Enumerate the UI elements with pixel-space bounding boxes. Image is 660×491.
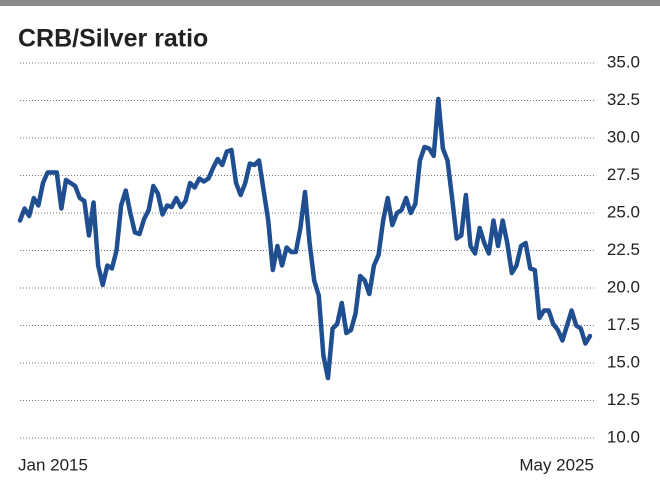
line bbox=[17, 96, 593, 381]
y-tick-label: 32.5 bbox=[607, 90, 640, 109]
y-tick-label: 12.5 bbox=[607, 390, 640, 409]
y-tick-label: 15.0 bbox=[607, 352, 640, 371]
y-tick-label: 30.0 bbox=[607, 127, 640, 146]
y-tick-label: 22.5 bbox=[607, 240, 640, 259]
y-tick-label: 35.0 bbox=[607, 52, 640, 71]
top-bar bbox=[0, 0, 660, 6]
x-tick-label: Jan 2015 bbox=[18, 455, 88, 474]
y-tick-label: 25.0 bbox=[607, 202, 640, 221]
y-tick-label: 27.5 bbox=[607, 165, 640, 184]
y-tick-label: 10.0 bbox=[607, 427, 640, 446]
y-tick-label: 17.5 bbox=[607, 315, 640, 334]
chart-title: CRB/Silver ratio bbox=[18, 25, 208, 53]
y-tick-label: 20.0 bbox=[607, 277, 640, 296]
x-tick-label: May 2025 bbox=[519, 455, 594, 474]
